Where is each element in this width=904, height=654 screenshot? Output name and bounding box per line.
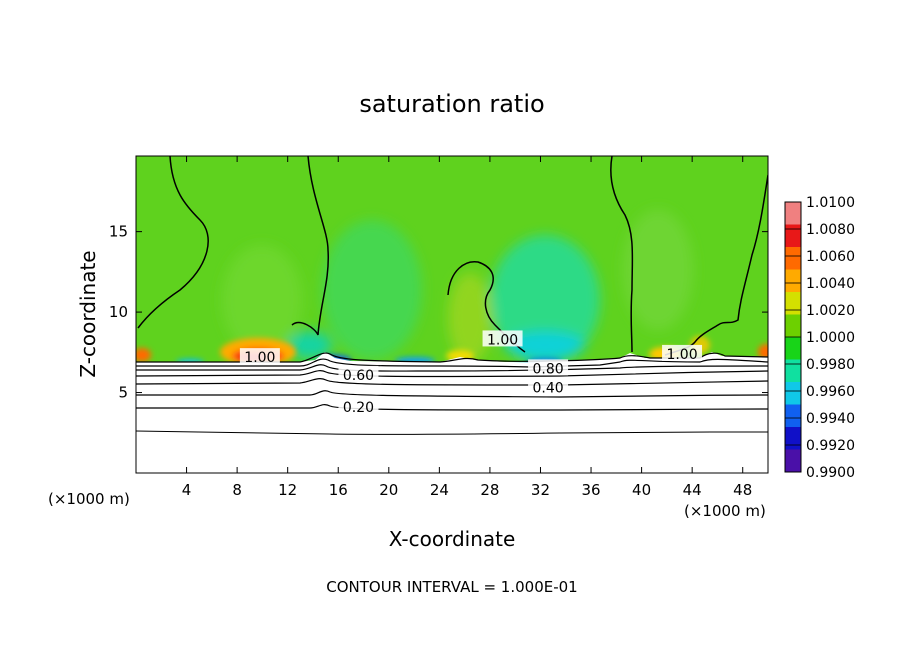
colorbar-tick-label: 0.9980 <box>806 357 855 373</box>
chart-title: saturation ratio <box>359 90 544 118</box>
x-tick-label: 44 <box>683 481 702 499</box>
x-tick-label: 36 <box>581 481 600 499</box>
contour-label: 0.40 <box>532 381 563 397</box>
contour-label: 1.00 <box>244 350 275 366</box>
field-shading <box>222 210 693 365</box>
colorbar-swatch <box>785 449 801 473</box>
y-tick-label: 10 <box>109 303 128 321</box>
colorbar: 1.0100 1.0080 1.0060 1.0040 1.0020 1.0000 0.99… <box>784 195 855 481</box>
y-tick-label: 5 <box>118 384 128 402</box>
colorbar-swatch <box>785 269 801 293</box>
contour-label: 1.00 <box>666 347 697 363</box>
contour-label: 0.60 <box>343 368 374 384</box>
contour-label-bg <box>338 398 379 415</box>
colorbar-tick-label: 1.0040 <box>806 276 855 292</box>
colorbar-swatch <box>785 202 801 225</box>
colorbar-swatch <box>785 337 801 360</box>
contour-label-bg <box>528 378 569 395</box>
colorbar-tick-label: 1.0080 <box>806 222 855 238</box>
contour-label: 0.20 <box>343 400 374 416</box>
plot-area: 1.00 1.00 1.00 0.80 0.60 0.40 0.20 <box>136 156 768 473</box>
y-tick-label: 15 <box>109 223 128 241</box>
colorbar-swatch <box>785 314 801 338</box>
colorbar-swatch <box>785 404 801 428</box>
colorbar-tick-label: 0.9940 <box>806 411 855 427</box>
x-tick-label: 12 <box>278 481 297 499</box>
x-axis: 4 8 12 16 20 24 28 32 36 40 44 48 <box>182 156 752 499</box>
colorbar-tick-label: 0.9960 <box>806 384 855 400</box>
colorbar-tick-label: 1.0000 <box>806 330 855 346</box>
x-tick-label: 32 <box>531 481 550 499</box>
x-tick-label: 28 <box>480 481 499 499</box>
contour-interval-note: CONTOUR INTERVAL = 1.000E-01 <box>326 578 577 596</box>
plot-frame <box>135 155 769 474</box>
x-tick-label: 8 <box>232 481 242 499</box>
colorbar-swatch <box>785 359 801 383</box>
colorbar-tick-label: 1.0100 <box>806 195 855 211</box>
colorbar-tick-label: 0.9900 <box>806 465 855 481</box>
x-tick-label: 16 <box>329 481 348 499</box>
colorbar-tick-label: 1.0020 <box>806 303 855 319</box>
x-tick-label: 20 <box>379 481 398 499</box>
contour-label-bg <box>662 344 703 361</box>
x-unit-right: (×1000 m) <box>684 502 766 520</box>
x-axis-label: X-coordinate <box>389 527 516 551</box>
colorbar-tick-label: 0.9920 <box>806 438 855 454</box>
contour-label-bg <box>482 330 523 347</box>
colorbar-tick-label: 1.0060 <box>806 249 855 265</box>
colorbar-swatch <box>785 247 801 270</box>
contour-label: 1.00 <box>487 332 518 348</box>
x-tick-label: 4 <box>182 481 192 499</box>
x-tick-label: 40 <box>632 481 651 499</box>
x-unit-left: (×1000 m) <box>48 490 130 508</box>
y-axis-label: Z-coordinate <box>76 250 100 377</box>
contour-label-bg <box>528 359 569 376</box>
y-axis: 5 10 15 <box>109 223 768 402</box>
colorbar-swatch <box>785 292 801 315</box>
colorbar-swatch <box>785 382 801 405</box>
x-tick-label: 48 <box>733 481 752 499</box>
contour-labels: 1.00 1.00 1.00 0.80 0.60 0.40 0.20 <box>239 330 703 416</box>
contour-label-bg <box>338 365 379 382</box>
colorbar-swatch <box>785 224 801 248</box>
colorbar-swatch <box>785 427 801 450</box>
x-tick-label: 24 <box>430 481 449 499</box>
contour-label-bg <box>239 348 280 365</box>
contour-label: 0.80 <box>532 361 563 377</box>
